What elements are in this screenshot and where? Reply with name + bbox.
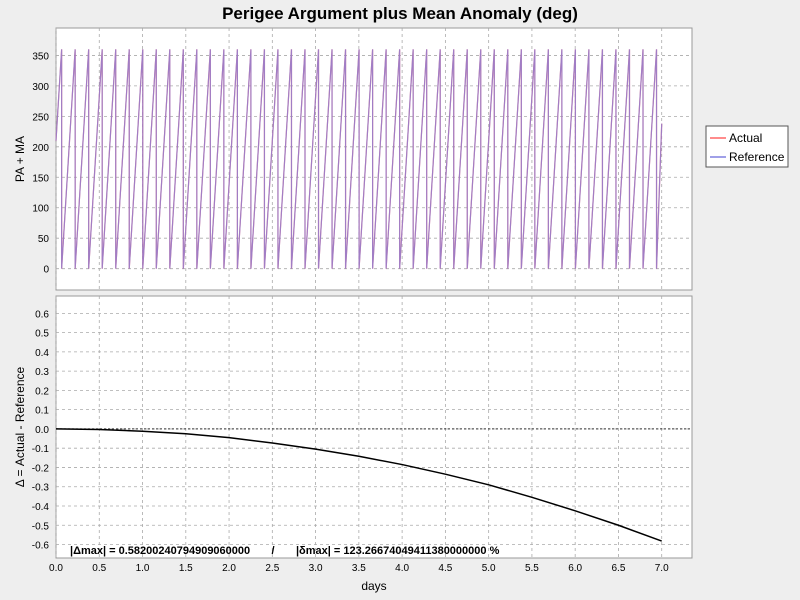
bottom-y-tick-label: 0.4: [35, 348, 49, 359]
top-series-group: [55, 49, 663, 269]
top-plot-panel: 0 50 100 150 200 250 300 350 PA + MA: [13, 27, 693, 291]
x-tick-label: 2.0: [222, 563, 236, 574]
x-axis-label: days: [361, 579, 386, 593]
top-y-tick-label: 150: [32, 173, 49, 184]
top-y-axis-label: PA + MA: [13, 136, 27, 182]
x-tick-label: 0.5: [92, 563, 106, 574]
bottom-y-tick-label: -0.4: [32, 502, 50, 513]
bottom-y-tick-label: 0.3: [35, 367, 49, 378]
top-y-tick-label: 50: [38, 234, 50, 245]
delta-series-line: [55, 428, 662, 542]
bottom-y-tick-label: 0.2: [35, 386, 49, 397]
x-tick-label: 4.0: [395, 563, 409, 574]
top-y-tick-label: 0: [43, 265, 49, 276]
bottom-y-tick-label: 0.6: [35, 309, 49, 320]
x-tick-label: 3.5: [352, 563, 366, 574]
delta-annotation: |Δmax| = 0.58200240794909060000 / |δmax|…: [70, 545, 500, 557]
chart-title: Perigee Argument plus Mean Anomaly (deg): [222, 4, 578, 23]
x-tick-labels: 0.0 0.5 1.0 1.5 2.0 2.5 3.0 3.5 4.0 4.5 5.0 5.5 6.0 6…: [49, 563, 669, 574]
bottom-y-tick-labels: -0.6 -0.5 -0.4 -0.3 -0.2 -0.1 0.0 0.1 0.2 0.3 0.4 0…: [32, 309, 50, 551]
top-y-tick-label: 200: [32, 143, 49, 154]
bottom-gridlines: [55, 296, 692, 558]
bottom-y-tick-label: -0.1: [32, 444, 50, 455]
bottom-y-tick-label: -0.2: [32, 463, 50, 474]
x-tick-label: 1.5: [179, 563, 193, 574]
bottom-y-axis-label: Δ = Actual - Reference: [13, 366, 27, 487]
legend-box: [705, 125, 789, 168]
x-tick-label: 2.5: [265, 563, 279, 574]
bottom-y-tick-label: 0.1: [35, 406, 49, 417]
x-tick-label: 4.5: [438, 563, 452, 574]
bottom-y-tick-label: -0.5: [32, 521, 50, 532]
legend: Actual Reference: [705, 125, 789, 168]
bottom-y-tick-label: -0.6: [32, 541, 50, 552]
bottom-y-tick-label: 0.5: [35, 329, 49, 340]
x-tick-label: 6.5: [611, 563, 625, 574]
legend-label-actual: Actual: [729, 131, 762, 145]
x-tick-label: 1.0: [136, 563, 150, 574]
top-y-tick-labels: 0 50 100 150 200 250 300 350: [32, 51, 49, 275]
legend-label-reference: Reference: [729, 150, 785, 164]
top-y-tick-label: 100: [32, 204, 49, 215]
x-tick-label: 3.0: [309, 563, 323, 574]
bottom-plot-panel: -0.6 -0.5 -0.4 -0.3 -0.2 -0.1 0.0 0.1 0.2 0.3 0.4 0…: [13, 295, 693, 559]
top-y-tick-label: 350: [32, 51, 49, 62]
bottom-series-group: [55, 428, 662, 542]
x-tick-label: 0.0: [49, 563, 63, 574]
series-line-reference: [55, 49, 663, 269]
x-tick-label: 7.0: [655, 563, 669, 574]
x-tick-label: 5.5: [525, 563, 539, 574]
top-y-tick-label: 300: [32, 82, 49, 93]
x-tick-label: 5.0: [482, 563, 496, 574]
top-y-tick-label: 250: [32, 112, 49, 123]
bottom-y-tick-label: -0.3: [32, 483, 50, 494]
x-tick-label: 6.0: [568, 563, 582, 574]
bottom-y-tick-label: 0.0: [35, 425, 49, 436]
